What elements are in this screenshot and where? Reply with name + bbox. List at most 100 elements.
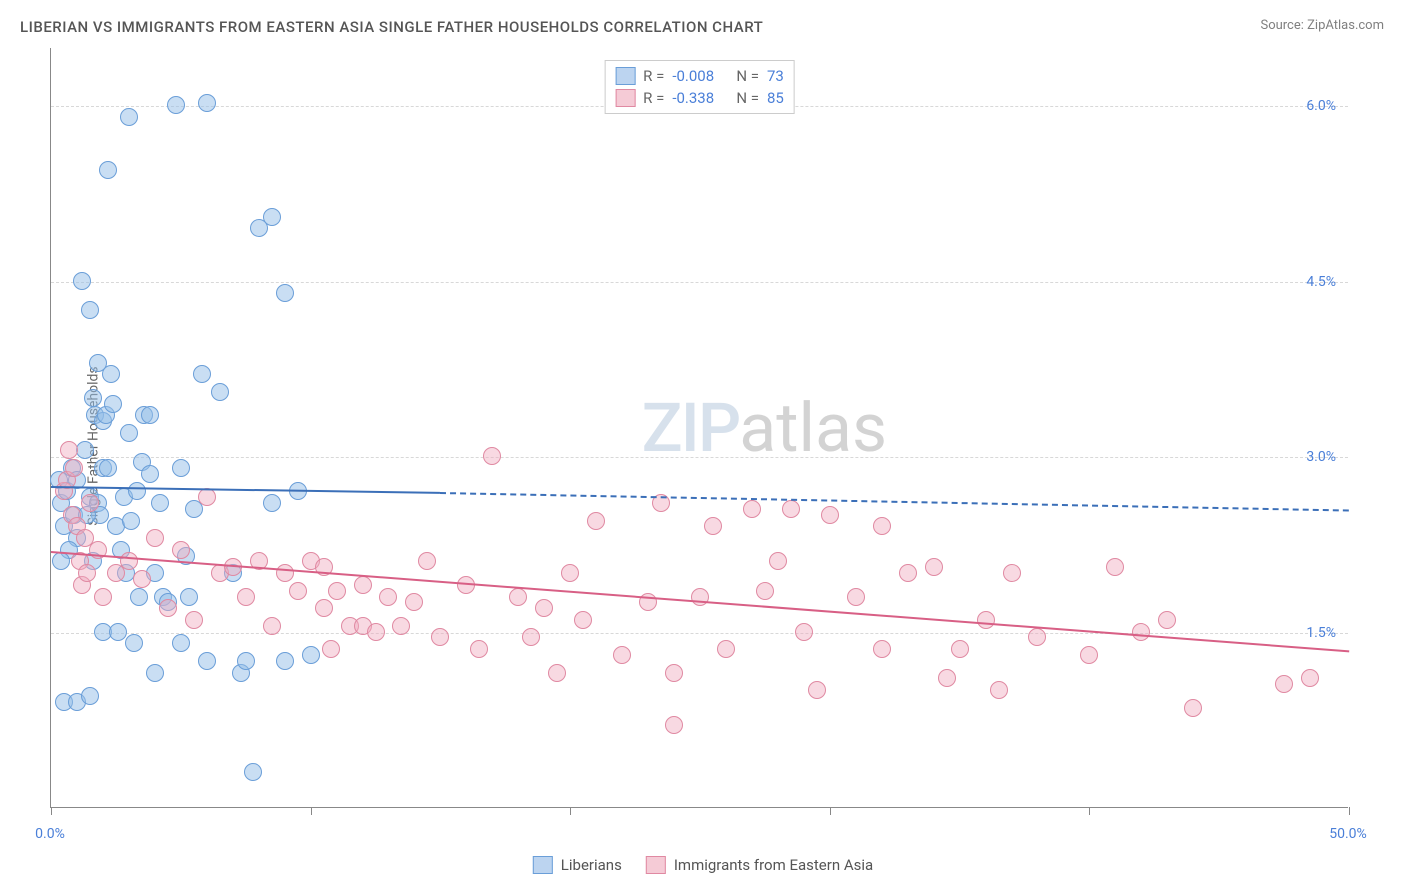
- scatter-point: [470, 640, 488, 658]
- scatter-point: [78, 564, 96, 582]
- scatter-point: [1275, 675, 1293, 693]
- scatter-point: [244, 763, 262, 781]
- scatter-point: [151, 494, 169, 512]
- scatter-point: [990, 681, 1008, 699]
- trend-line-dashed: [440, 492, 1349, 512]
- scatter-point: [561, 564, 579, 582]
- scatter-point: [198, 652, 216, 670]
- scatter-point: [1158, 611, 1176, 629]
- scatter-point: [172, 634, 190, 652]
- scatter-point: [146, 529, 164, 547]
- scatter-point: [276, 652, 294, 670]
- x-tick: [311, 807, 312, 815]
- scatter-point: [509, 588, 527, 606]
- scatter-point: [756, 582, 774, 600]
- x-tick: [1089, 807, 1090, 815]
- scatter-point: [120, 424, 138, 442]
- legend-series-item: Immigrants from Eastern Asia: [646, 856, 873, 874]
- legend-series-label: Immigrants from Eastern Asia: [674, 856, 873, 874]
- scatter-point: [769, 552, 787, 570]
- scatter-point: [302, 646, 320, 664]
- y-tick-label: 1.5%: [1306, 625, 1336, 641]
- scatter-point: [89, 354, 107, 372]
- r-value: -0.338: [672, 89, 728, 107]
- scatter-point: [548, 664, 566, 682]
- scatter-point: [899, 564, 917, 582]
- scatter-point: [704, 517, 722, 535]
- scatter-point: [193, 365, 211, 383]
- scatter-point: [81, 687, 99, 705]
- scatter-point: [1132, 623, 1150, 641]
- scatter-point: [130, 588, 148, 606]
- scatter-point: [665, 716, 683, 734]
- r-value: -0.008: [672, 67, 728, 85]
- scatter-point: [717, 640, 735, 658]
- legend-correlation-row: R =-0.338N =85: [615, 87, 784, 109]
- scatter-point: [821, 506, 839, 524]
- scatter-point: [1080, 646, 1098, 664]
- scatter-point: [172, 541, 190, 559]
- scatter-point: [128, 482, 146, 500]
- watermark-atlas: atlas: [739, 388, 887, 468]
- scatter-point: [99, 459, 117, 477]
- scatter-point: [665, 664, 683, 682]
- legend-correlation-row: R =-0.008N =73: [615, 65, 784, 87]
- scatter-point: [1106, 558, 1124, 576]
- scatter-point: [613, 646, 631, 664]
- scatter-point: [81, 494, 99, 512]
- scatter-point: [167, 96, 185, 114]
- scatter-point: [1184, 699, 1202, 717]
- legend-series-label: Liberians: [561, 856, 622, 874]
- scatter-point: [276, 284, 294, 302]
- scatter-point: [405, 593, 423, 611]
- scatter-point: [263, 494, 281, 512]
- y-tick-label: 3.0%: [1306, 449, 1336, 465]
- scatter-point: [379, 588, 397, 606]
- scatter-point: [122, 512, 140, 530]
- scatter-point: [743, 500, 761, 518]
- scatter-point: [125, 634, 143, 652]
- scatter-point: [951, 640, 969, 658]
- scatter-point: [938, 669, 956, 687]
- scatter-point: [276, 564, 294, 582]
- scatter-point: [795, 623, 813, 641]
- scatter-point: [808, 681, 826, 699]
- scatter-point: [133, 570, 151, 588]
- scatter-point: [52, 552, 70, 570]
- gridline: [51, 633, 1348, 634]
- gridline: [51, 282, 1348, 283]
- x-tick: [51, 807, 52, 815]
- scatter-point: [1028, 628, 1046, 646]
- scatter-point: [60, 441, 78, 459]
- n-label: N =: [736, 89, 759, 107]
- n-value: 85: [767, 89, 784, 107]
- y-tick-label: 4.5%: [1306, 274, 1336, 290]
- scatter-point: [120, 552, 138, 570]
- scatter-point: [141, 465, 159, 483]
- scatter-point: [237, 588, 255, 606]
- plot-area: ZIPatlas R =-0.008N =73R =-0.338N =85 1.…: [50, 48, 1348, 808]
- scatter-point: [211, 383, 229, 401]
- scatter-point: [925, 558, 943, 576]
- scatter-point: [76, 441, 94, 459]
- legend-swatch: [615, 89, 635, 107]
- scatter-point: [146, 664, 164, 682]
- scatter-point: [977, 611, 995, 629]
- scatter-point: [198, 488, 216, 506]
- scatter-point: [328, 582, 346, 600]
- legend-series: Liberians Immigrants from Eastern Asia: [533, 856, 873, 874]
- scatter-point: [587, 512, 605, 530]
- scatter-point: [322, 640, 340, 658]
- scatter-point: [535, 599, 553, 617]
- scatter-point: [109, 623, 127, 641]
- trend-line: [51, 486, 440, 494]
- scatter-point: [172, 459, 190, 477]
- scatter-point: [73, 272, 91, 290]
- scatter-point: [198, 94, 216, 112]
- n-value: 73: [767, 67, 784, 85]
- source-attribution: Source: ZipAtlas.com: [1260, 18, 1384, 33]
- scatter-point: [104, 395, 122, 413]
- scatter-point: [847, 588, 865, 606]
- scatter-point: [1003, 564, 1021, 582]
- x-tick: [1349, 807, 1350, 815]
